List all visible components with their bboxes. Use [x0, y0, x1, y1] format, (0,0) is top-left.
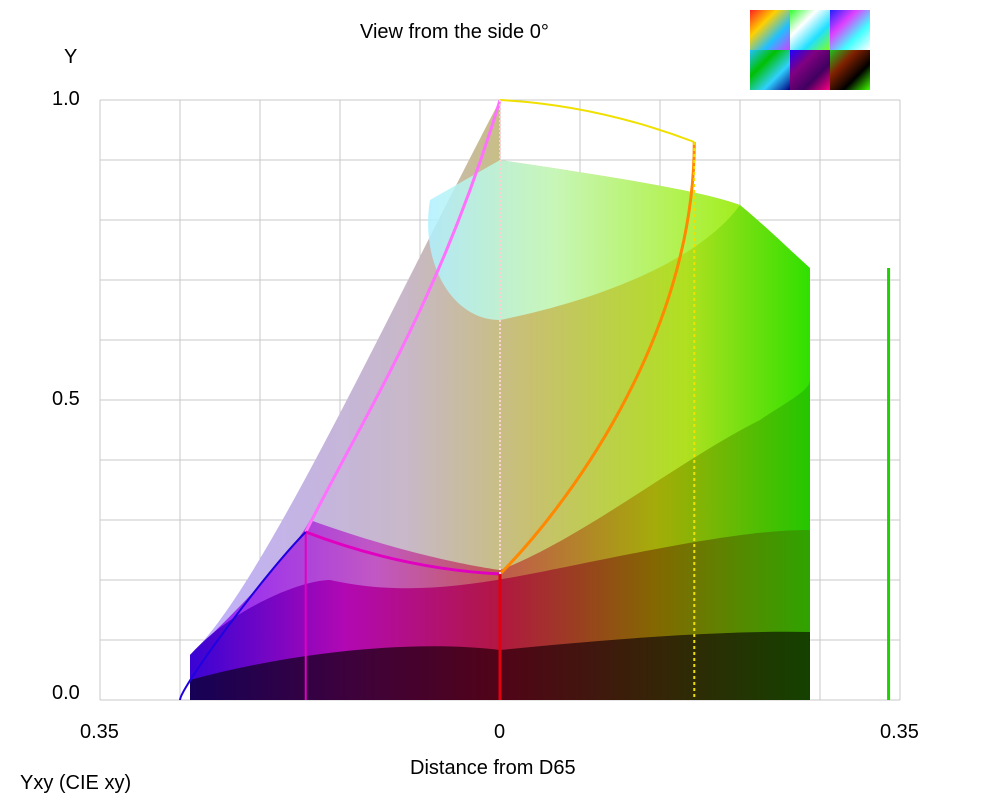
y-axis-label: Y [64, 46, 78, 68]
outline-magenta-red [305, 530, 501, 576]
color-sample-thumbnails [750, 10, 870, 90]
x-tick-label: 0.35 [880, 721, 919, 743]
chart-title: View from the side 0° [360, 21, 549, 43]
x-axis-label: Distance from D65 [410, 757, 576, 779]
thumbnail-5 [790, 50, 830, 90]
thumbnail-3 [830, 10, 870, 50]
gamut-fill-highlight [428, 160, 740, 320]
y-tick-label: 0.0 [52, 682, 80, 704]
outline-white-magenta [304, 99, 502, 533]
thumbnail-4 [750, 50, 790, 90]
x-tick-label: 0 [494, 721, 506, 743]
outline-yellow-red [498, 141, 696, 576]
gamut-outline [179, 99, 891, 701]
color-space-label: Yxy (CIE xy) [20, 772, 132, 794]
outline-white-yellow [499, 99, 695, 143]
y-tick-label: 1.0 [52, 88, 80, 110]
thumbnail-2 [790, 10, 830, 50]
thumbnail-1 [750, 10, 790, 50]
outline-blue-edge [179, 531, 307, 701]
x-tick-label: 0.35 [80, 721, 119, 743]
y-tick-label: 0.5 [52, 388, 80, 410]
thumbnail-6 [830, 50, 870, 90]
